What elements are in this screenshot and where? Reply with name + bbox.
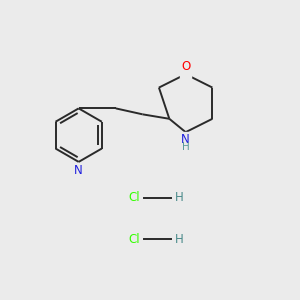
Text: N: N [74, 164, 83, 177]
Bar [180, 132, 192, 137]
Text: H: H [175, 191, 184, 204]
Text: H: H [182, 142, 190, 152]
Text: Cl: Cl [128, 233, 140, 246]
Text: O: O [181, 60, 190, 73]
Text: H: H [175, 233, 184, 246]
Bar [73, 168, 84, 174]
Text: Cl: Cl [128, 191, 140, 204]
Text: N: N [181, 133, 190, 146]
Bar [180, 70, 191, 78]
